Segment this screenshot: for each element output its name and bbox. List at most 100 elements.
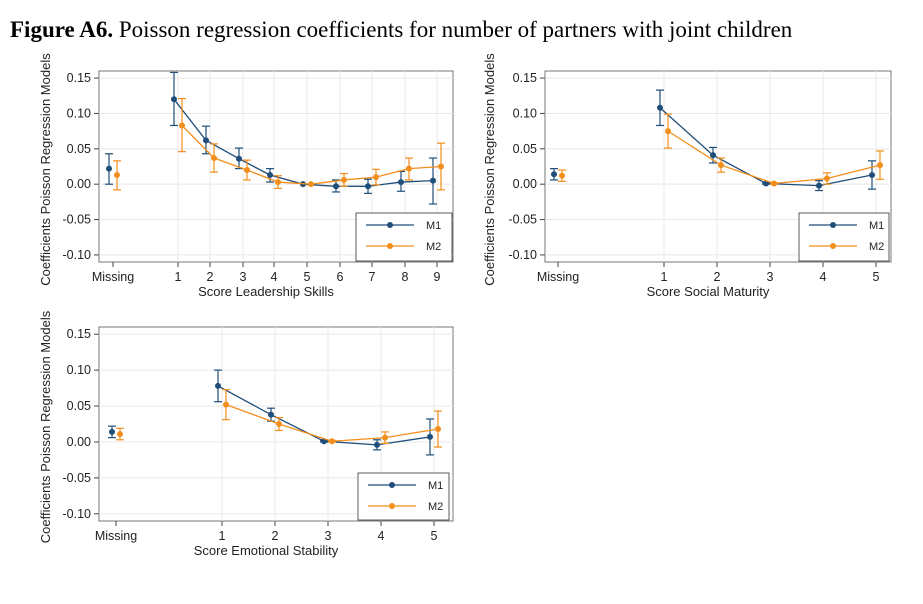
y-tick-label: -0.05	[63, 471, 92, 485]
data-point	[763, 180, 769, 187]
y-tick-label: 0.10	[67, 363, 91, 377]
y-tick-label: 0.00	[67, 177, 91, 191]
y-tick-label: 0.05	[513, 142, 537, 156]
y-tick-label: -0.10	[63, 248, 92, 262]
x-tick-label: 3	[767, 270, 774, 284]
x-axis-label: Score Emotional Stability	[194, 543, 339, 558]
y-tick-label: 0.15	[513, 71, 537, 85]
y-tick-label: -0.05	[509, 213, 538, 227]
x-tick-label: 1	[219, 529, 226, 543]
legend-marker	[389, 482, 395, 488]
legend: M1 M2	[357, 472, 450, 521]
figure-caption: Poisson regression coefficients for numb…	[113, 17, 793, 42]
data-point	[276, 421, 282, 427]
data-point	[114, 171, 120, 178]
x-tick-label: 7	[369, 270, 376, 284]
x-tick-label: 2	[272, 529, 279, 543]
data-point	[374, 441, 380, 448]
y-axis-label: Coefficients Poisson Regression Models	[38, 310, 53, 543]
x-tick-label: 5	[873, 270, 880, 284]
legend: M1 M2	[355, 212, 453, 262]
chart-panel-2: 0.15 0.10 0.05 0.00 -0.05 -0.10 Missing 1 2 3 4 5 Sc…	[482, 53, 892, 299]
data-point	[267, 171, 273, 178]
data-point	[398, 179, 404, 186]
legend-marker	[830, 222, 836, 228]
y-tick-label: 0.10	[67, 106, 91, 120]
x-tick-label: 4	[820, 270, 827, 284]
x-axis-label: Score Social Maturity	[647, 284, 770, 299]
data-point	[373, 174, 379, 181]
series-M1	[108, 369, 434, 456]
data-point	[869, 171, 875, 178]
data-point	[117, 431, 123, 438]
y-tick-label: 0.15	[67, 71, 91, 85]
data-point	[824, 175, 830, 182]
x-tick-label: 1	[175, 270, 182, 284]
data-point	[710, 152, 716, 159]
data-point	[816, 182, 822, 189]
y-tick-label: -0.10	[63, 507, 92, 521]
data-point	[268, 411, 274, 418]
legend-box	[355, 212, 453, 262]
data-point	[244, 167, 250, 174]
legend-label: M1	[428, 480, 443, 492]
data-point	[435, 426, 441, 433]
y-tick-label: 0.00	[513, 177, 537, 191]
y-axis-label: Coefficients Poisson Regression Models	[482, 53, 497, 286]
data-point	[427, 433, 433, 440]
legend-label: M1	[869, 220, 884, 232]
x-tick-label: Missing	[92, 270, 134, 284]
x-tick-label: 8	[402, 270, 409, 284]
figure-label: Figure A6.	[10, 17, 114, 42]
x-tick-label: 6	[337, 270, 344, 284]
legend-marker	[389, 503, 395, 509]
legend-marker	[387, 222, 393, 228]
x-tick-label: 9	[434, 270, 441, 284]
legend-marker	[830, 243, 836, 249]
y-tick-label: -0.05	[63, 213, 92, 227]
data-point	[877, 162, 883, 169]
data-point	[665, 128, 671, 135]
data-point	[771, 180, 777, 187]
data-point	[106, 165, 112, 172]
series-M2	[113, 97, 445, 191]
legend-box	[798, 212, 890, 262]
series-M2	[116, 388, 442, 448]
legend: M1 M2	[798, 212, 890, 262]
legend-label: M2	[869, 241, 884, 253]
data-point	[223, 401, 229, 408]
x-tick-label: 4	[271, 270, 278, 284]
legend-label: M1	[426, 220, 441, 232]
x-tick-label: Missing	[537, 270, 579, 284]
figure-title: Figure A6. Poisson regression coefficien…	[10, 17, 792, 43]
x-tick-label: 3	[325, 529, 332, 543]
data-point	[341, 176, 347, 183]
x-tick-label: 5	[304, 270, 311, 284]
x-tick-label: 3	[240, 270, 247, 284]
legend-marker	[387, 243, 393, 249]
data-point	[308, 181, 314, 188]
x-tick-label: Missing	[95, 529, 137, 543]
data-point	[171, 96, 177, 103]
data-point	[365, 183, 371, 190]
data-point	[179, 122, 185, 129]
legend-label: M2	[426, 241, 441, 253]
data-point	[215, 382, 221, 389]
data-point	[382, 434, 388, 441]
data-point	[559, 172, 565, 179]
data-point	[275, 179, 281, 186]
legend-label: M2	[428, 501, 443, 513]
data-point	[333, 183, 339, 190]
data-point	[430, 177, 436, 184]
y-tick-label: 0.15	[67, 327, 91, 341]
series-M2	[558, 113, 884, 187]
data-point	[438, 163, 444, 170]
x-tick-label: 1	[661, 270, 668, 284]
data-point	[236, 155, 242, 162]
y-tick-label: 0.05	[67, 399, 91, 413]
data-point	[551, 171, 557, 178]
data-point	[203, 137, 209, 144]
